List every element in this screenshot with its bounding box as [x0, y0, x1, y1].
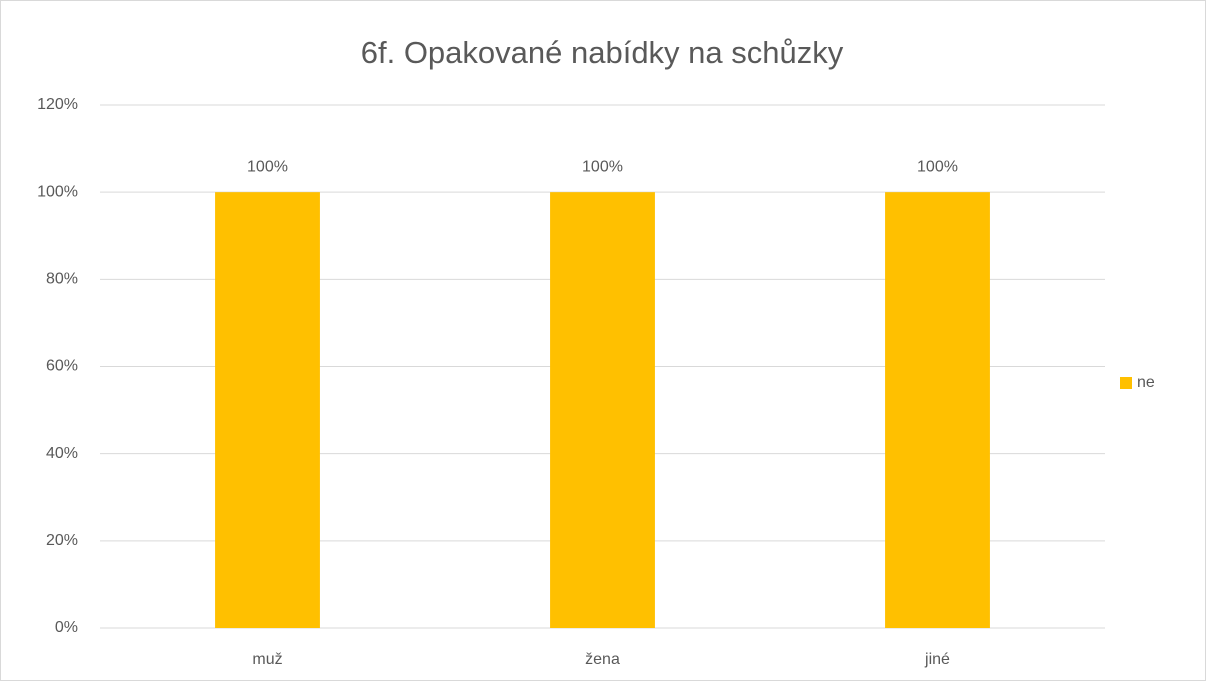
y-tick-label: 0% — [55, 619, 78, 636]
y-tick-label: 60% — [46, 358, 78, 375]
y-tick-label: 120% — [37, 96, 78, 113]
bar — [885, 192, 990, 628]
data-label: 100% — [917, 158, 958, 175]
bar — [215, 192, 320, 628]
x-tick-label: jiné — [924, 651, 950, 668]
x-tick-label: žena — [585, 651, 620, 668]
legend-swatch — [1120, 377, 1132, 389]
y-tick-label: 80% — [46, 271, 78, 288]
bar — [550, 192, 655, 628]
y-tick-label: 20% — [46, 532, 78, 549]
x-tick-label: muž — [252, 651, 282, 668]
y-tick-label: 40% — [46, 445, 78, 462]
chart-title: 6f. Opakované nabídky na schůzky — [361, 35, 844, 70]
data-label: 100% — [247, 158, 288, 175]
data-label: 100% — [582, 158, 623, 175]
legend-label: ne — [1137, 374, 1155, 391]
y-tick-label: 100% — [37, 183, 78, 200]
